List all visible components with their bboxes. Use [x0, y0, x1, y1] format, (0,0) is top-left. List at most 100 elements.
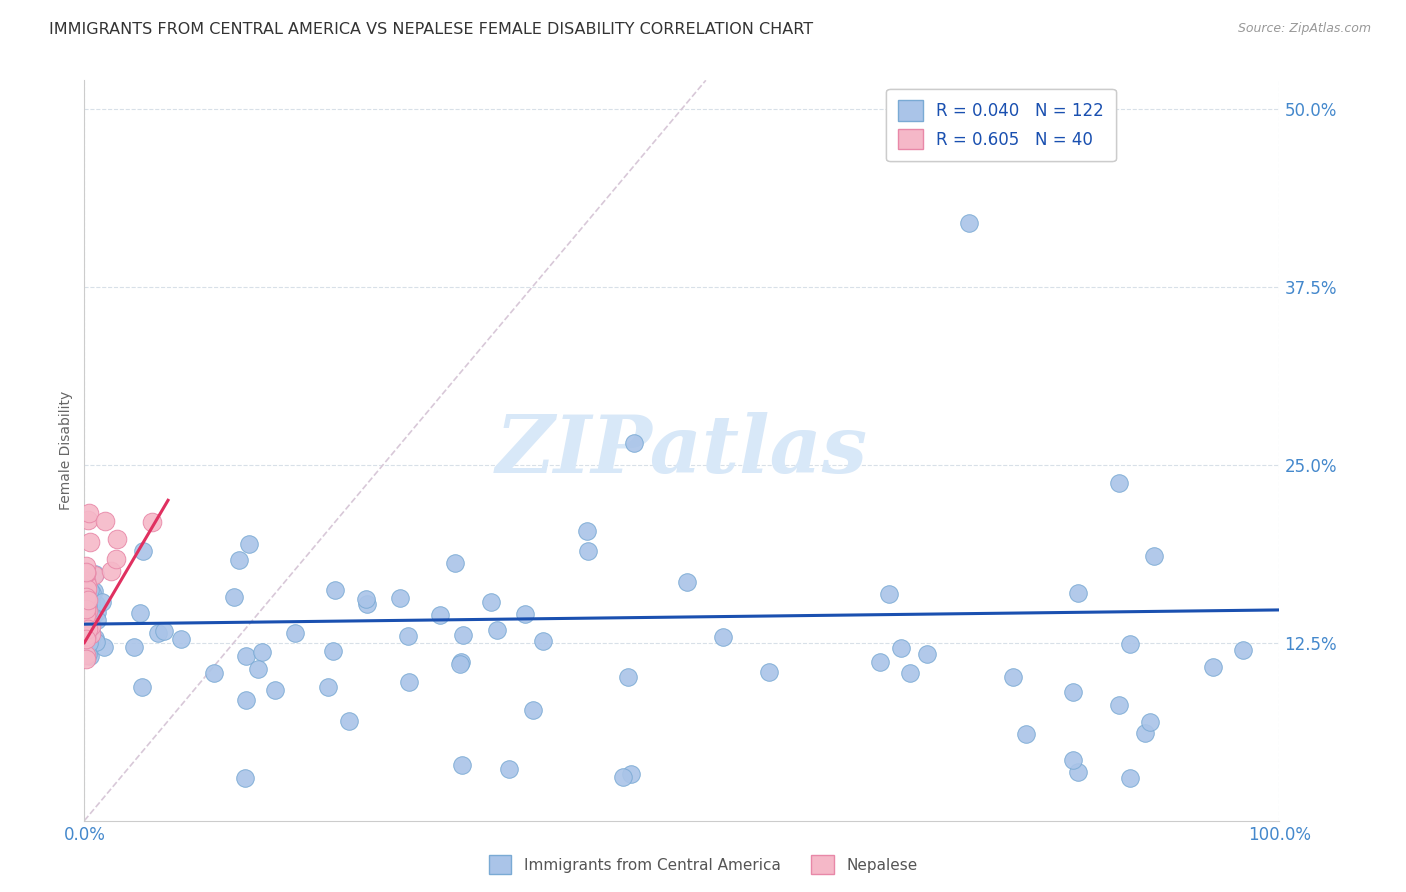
Point: [153, 624, 176, 638]
Text: Source: ZipAtlas.com: Source: ZipAtlas.com: [1237, 22, 1371, 36]
Point: [235, 648, 257, 663]
Point: [957, 216, 980, 230]
Point: [1002, 670, 1025, 684]
Point: [75, 608, 97, 623]
Point: [79, 648, 101, 663]
Point: [75, 566, 97, 580]
Point: [75, 595, 97, 609]
Point: [75, 618, 97, 632]
Point: [1133, 725, 1156, 739]
Point: [77, 624, 100, 639]
Point: [84, 631, 107, 645]
Point: [758, 665, 780, 679]
Point: [616, 669, 638, 683]
Point: [79, 506, 101, 520]
Legend: Immigrants from Central America, Nepalese: Immigrants from Central America, Nepales…: [482, 849, 924, 880]
Point: [264, 683, 287, 698]
Point: [75, 623, 97, 637]
Point: [75, 618, 97, 632]
Point: [898, 665, 921, 680]
Point: [522, 703, 544, 717]
Point: [100, 565, 122, 579]
Point: [94, 514, 117, 528]
Point: [76, 592, 98, 607]
Point: [1119, 771, 1142, 785]
Point: [316, 680, 339, 694]
Point: [323, 582, 346, 597]
Point: [235, 771, 257, 785]
Point: [170, 632, 193, 646]
Y-axis label: Female Disability: Female Disability: [59, 391, 73, 510]
Point: [250, 645, 273, 659]
Point: [76, 593, 98, 607]
Point: [76, 603, 98, 617]
Point: [75, 590, 97, 604]
Point: [131, 680, 153, 694]
Point: [75, 600, 97, 615]
Point: [676, 575, 699, 590]
Point: [86, 605, 108, 619]
Point: [122, 640, 145, 654]
Point: [84, 597, 107, 611]
Point: [75, 566, 97, 580]
Point: [84, 567, 107, 582]
Point: [77, 513, 100, 527]
Point: [75, 566, 97, 581]
Point: [479, 594, 502, 608]
Point: [76, 613, 98, 627]
Point: [148, 626, 170, 640]
Point: [451, 627, 474, 641]
Point: [620, 766, 643, 780]
Legend: R = 0.040   N = 122, R = 0.605   N = 40: R = 0.040 N = 122, R = 0.605 N = 40: [886, 88, 1116, 161]
Point: [75, 599, 97, 614]
Point: [75, 623, 97, 637]
Point: [75, 581, 97, 595]
Point: [575, 524, 598, 538]
Point: [1232, 643, 1254, 657]
Point: [75, 596, 97, 610]
Point: [202, 666, 225, 681]
Point: [84, 635, 107, 649]
Point: [75, 630, 97, 644]
Point: [623, 436, 645, 450]
Point: [77, 636, 100, 650]
Point: [75, 574, 97, 588]
Point: [228, 552, 250, 566]
Point: [1067, 765, 1090, 780]
Point: [890, 641, 912, 656]
Point: [79, 633, 101, 648]
Point: [75, 648, 97, 663]
Point: [75, 632, 97, 646]
Point: [1062, 685, 1084, 699]
Point: [75, 620, 97, 634]
Point: [77, 613, 100, 627]
Point: [80, 597, 103, 611]
Point: [76, 587, 98, 601]
Point: [396, 629, 419, 643]
Point: [93, 640, 115, 655]
Point: [76, 599, 98, 613]
Point: [612, 771, 634, 785]
Point: [498, 762, 520, 776]
Point: [75, 610, 97, 624]
Point: [141, 515, 163, 529]
Point: [80, 591, 103, 605]
Point: [1067, 586, 1090, 600]
Point: [711, 630, 734, 644]
Point: [75, 605, 97, 619]
Text: IMMIGRANTS FROM CENTRAL AMERICA VS NEPALESE FEMALE DISABILITY CORRELATION CHART: IMMIGRANTS FROM CENTRAL AMERICA VS NEPAL…: [49, 22, 813, 37]
Point: [356, 597, 378, 611]
Point: [75, 621, 97, 635]
Point: [75, 583, 97, 598]
Point: [76, 636, 98, 650]
Point: [77, 604, 100, 618]
Point: [79, 582, 101, 597]
Point: [80, 619, 103, 633]
Point: [83, 568, 105, 582]
Point: [356, 592, 378, 607]
Point: [1108, 698, 1130, 713]
Point: [224, 590, 246, 604]
Point: [76, 599, 98, 614]
Point: [77, 607, 100, 621]
Point: [75, 583, 97, 598]
